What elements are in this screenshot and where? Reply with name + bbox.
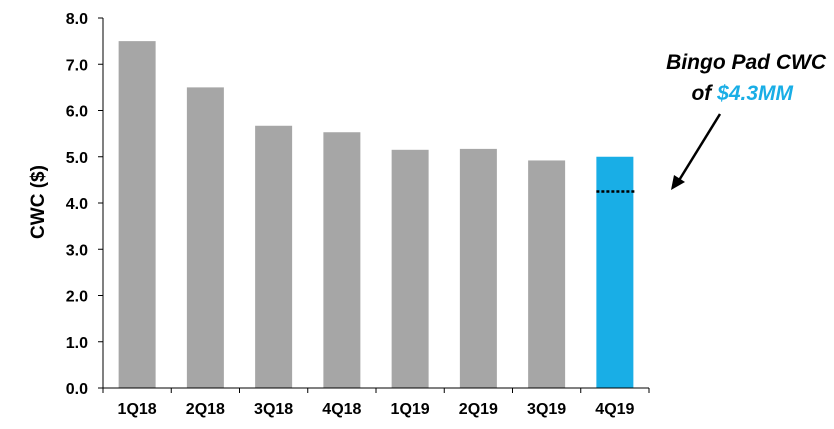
y-tick-label-4.0: 4.0	[66, 196, 88, 213]
x-tick-label-3Q19: 3Q19	[527, 401, 566, 418]
annotation-highlight-value: $4.3MM	[716, 82, 793, 105]
callout-annotation: Bingo Pad CWC of $4.3MM	[666, 51, 827, 190]
y-tick-label-2.0: 2.0	[66, 289, 88, 306]
plot-area: 1Q18 2Q18 3Q18 4Q18 1Q19 2Q19 3Q19 4Q19 0.0 1.0 2.…	[66, 11, 650, 418]
y-axis-title: CWC ($)	[28, 165, 49, 239]
y-tick-label-6.0: 6.0	[66, 104, 88, 121]
x-tick-label-4Q19: 4Q19	[595, 401, 634, 418]
y-tick-label-3.0: 3.0	[66, 242, 88, 259]
bar-1Q18	[118, 41, 156, 388]
bar-2Q18	[186, 87, 224, 388]
annotation-arrow-shaft	[676, 113, 722, 183]
y-tick-label-7.0: 7.0	[66, 57, 88, 74]
annotation-prefix: of	[691, 82, 717, 105]
x-tick-label-2Q19: 2Q19	[459, 401, 498, 418]
x-tick-label-4Q18: 4Q18	[322, 401, 361, 418]
x-tick-label-1Q19: 1Q19	[391, 401, 430, 418]
bar-4Q19	[596, 156, 634, 388]
bar-1Q19	[391, 149, 429, 388]
x-tick-label-1Q18: 1Q18	[118, 401, 157, 418]
annotation-arrowhead	[671, 175, 685, 190]
y-tick-label-5.0: 5.0	[66, 150, 88, 167]
x-tick-label-3Q18: 3Q18	[254, 401, 293, 418]
y-tick-label-1.0: 1.0	[66, 335, 88, 352]
x-tick-label-2Q18: 2Q18	[186, 401, 225, 418]
bar-3Q19	[528, 160, 566, 388]
bar-4Q18	[323, 132, 361, 388]
annotation-line-1: Bingo Pad CWC	[666, 51, 827, 74]
annotation-line-2: of $4.3MM	[691, 82, 793, 105]
y-tick-label-0.0: 0.0	[66, 381, 88, 398]
bar-3Q18	[255, 125, 293, 388]
bar-2Q19	[459, 148, 497, 388]
y-axis-title-group: CWC ($)	[28, 165, 49, 239]
y-tick-label-8.0: 8.0	[66, 11, 88, 28]
